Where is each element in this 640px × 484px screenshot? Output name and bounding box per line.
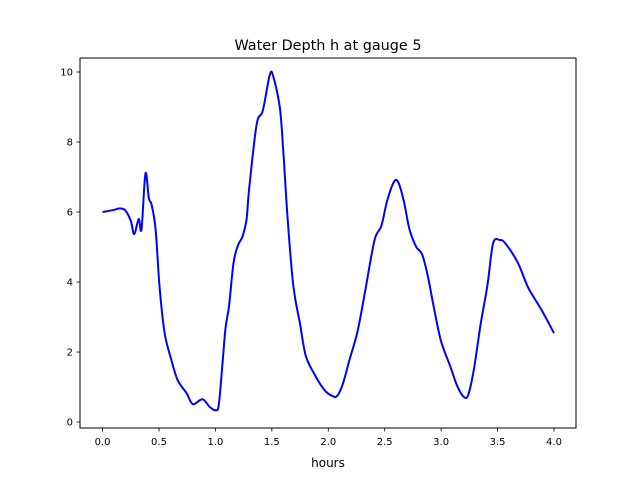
- x-tick-label: 0.5: [151, 437, 167, 448]
- y-tick-label: 6: [67, 208, 73, 219]
- axes-frame: [79, 57, 577, 429]
- y-axis: 0 2 4 6 8 10: [60, 68, 80, 429]
- y-tick-label: 0: [67, 418, 73, 429]
- x-tick-label: 4.0: [546, 437, 562, 448]
- x-tick-label: 3.5: [490, 437, 506, 448]
- x-tick-label: 1.0: [207, 437, 223, 448]
- x-tick-label: 3.0: [433, 437, 449, 448]
- x-tick-label: 2.5: [377, 437, 393, 448]
- x-tick-label: 1.5: [264, 437, 280, 448]
- x-axis: 0.0 0.5 1.0 1.5 2.0 2.5 3.0 3.5 4.0: [95, 428, 562, 448]
- y-tick-label: 10: [60, 68, 73, 79]
- x-tick-label: 2.0: [320, 437, 336, 448]
- chart-title: Water Depth h at gauge 5: [234, 38, 421, 54]
- y-tick-label: 2: [67, 348, 73, 359]
- x-axis-label: hours: [311, 456, 345, 470]
- y-tick-label: 4: [67, 278, 73, 289]
- y-tick-label: 8: [67, 138, 73, 149]
- series-group: [102, 70, 555, 412]
- x-tick-label: 0.0: [95, 437, 111, 448]
- series-line-h: [102, 70, 555, 412]
